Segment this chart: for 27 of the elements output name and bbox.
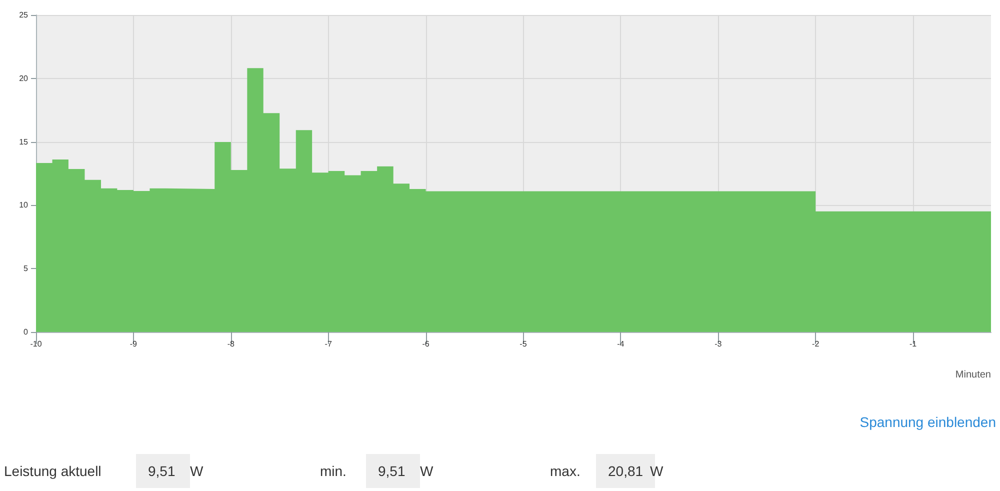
x-tick-label: -6 [422,340,430,348]
text: 20,81 [608,463,644,479]
text: Leistung aktuell [4,463,102,479]
x-tick-label: -8 [227,340,235,348]
y-tick-label: 20 [19,74,29,83]
text: W [190,463,204,479]
text: 9,51 [366,454,420,488]
x-tick-label: -5 [520,340,528,348]
x-tick-label: -7 [324,340,332,348]
text: 9,51 [136,454,190,488]
x-tick-label: -3 [714,340,722,348]
text: W [420,463,434,479]
y-tick-label: 5 [24,264,29,274]
text: max. [550,463,580,479]
y-tick-label: 15 [19,137,29,146]
x-tick-label: -4 [617,340,625,348]
x-tick-label: -1 [909,340,918,348]
x-axis-title: Minuten [955,370,991,380]
x-tick-label: -9 [130,340,138,348]
y-tick-label: 10 [19,200,29,210]
y-tick-label: 0 [24,328,29,336]
text: W [650,463,664,479]
text: Spannung einblenden [860,414,996,430]
x-tick-label: -2 [812,340,820,348]
text: min. [320,463,346,479]
x-tick-label: -10 [30,340,42,348]
y-tick-label: 25 [19,10,29,20]
